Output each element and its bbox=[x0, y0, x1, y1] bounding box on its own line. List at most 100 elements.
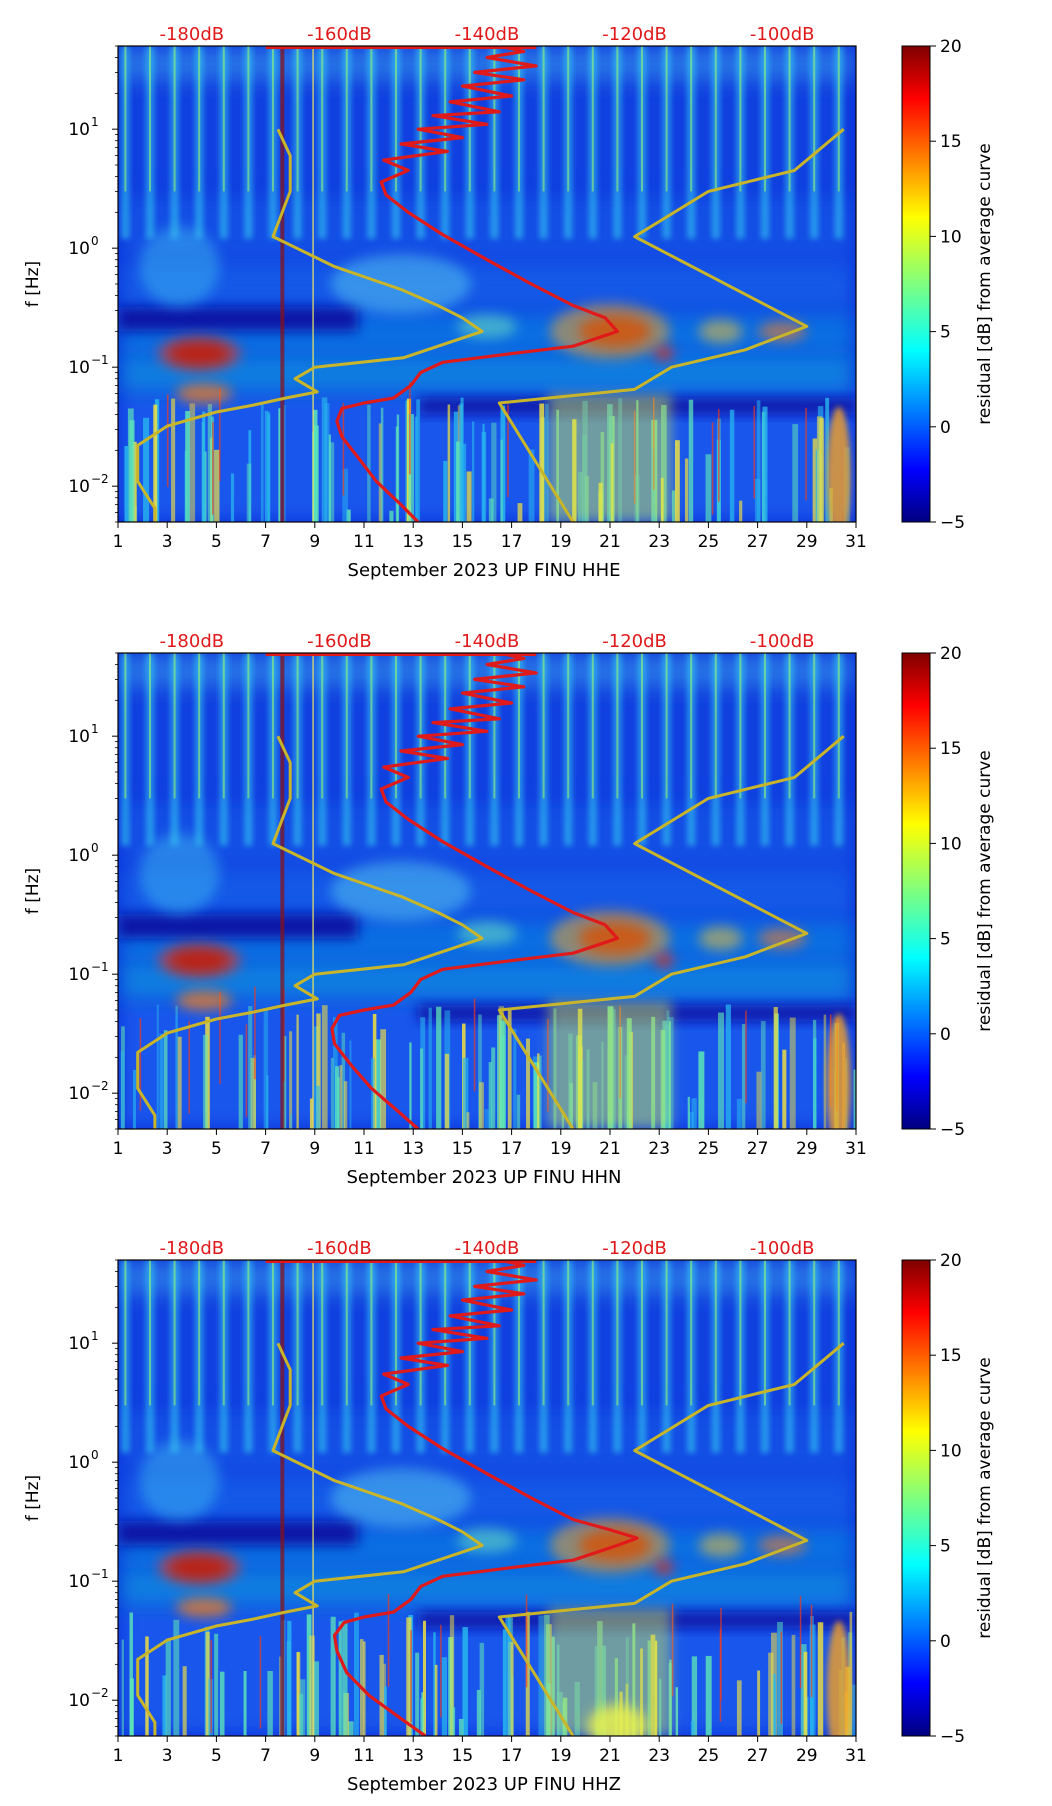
series-line-low-noise-model bbox=[136, 1342, 484, 1736]
colorbar-tick-label: −5 bbox=[940, 513, 965, 533]
colorbar-tick-label: 10 bbox=[940, 834, 962, 854]
x-tick-label: 13 bbox=[402, 1746, 424, 1766]
y-tick-label: 10 bbox=[68, 1084, 90, 1104]
series-line-high-noise-model bbox=[497, 1342, 845, 1736]
x-tick-label: 21 bbox=[599, 1746, 621, 1766]
series-line-high-noise-model bbox=[497, 128, 845, 522]
x-tick-label: 27 bbox=[747, 1139, 769, 1159]
colorbar-tick-label: −5 bbox=[940, 1120, 965, 1140]
x-tick-label: 31 bbox=[845, 1746, 867, 1766]
y-tick-exponent: −1 bbox=[91, 960, 109, 974]
db-scale-label: -160dB bbox=[307, 1238, 372, 1259]
x-axis-label: September 2023 UP FINU HHE bbox=[348, 560, 621, 581]
y-tick-exponent: −2 bbox=[91, 1079, 109, 1093]
y-tick-exponent: −1 bbox=[91, 1567, 109, 1581]
x-tick-label: 15 bbox=[452, 1746, 474, 1766]
x-tick-label: 25 bbox=[698, 1746, 720, 1766]
x-tick-label: 3 bbox=[162, 1746, 173, 1766]
y-tick-label: 10 bbox=[68, 965, 90, 985]
y-tick-exponent: 0 bbox=[91, 841, 99, 855]
series-line-low-noise-model bbox=[136, 735, 484, 1129]
y-axis-label: f [Hz] bbox=[23, 261, 43, 307]
x-tick-label: 5 bbox=[211, 1139, 222, 1159]
colorbar-tick-label: 15 bbox=[940, 132, 962, 152]
x-tick-label: 23 bbox=[648, 1139, 670, 1159]
colorbar-tick-label: 0 bbox=[940, 1632, 951, 1652]
x-tick-label: 21 bbox=[599, 1139, 621, 1159]
x-tick-label: 1 bbox=[113, 1746, 124, 1766]
colorbar-tick-label: 0 bbox=[940, 418, 951, 438]
panel-hhn: f [Hz] September 2023 UP FINU HHN residu… bbox=[23, 631, 995, 1188]
x-tick-label: 31 bbox=[845, 532, 867, 552]
x-tick-label: 3 bbox=[162, 1139, 173, 1159]
x-tick-label: 9 bbox=[309, 1139, 320, 1159]
y-tick-exponent: 0 bbox=[91, 1448, 99, 1462]
db-scale-label: -120dB bbox=[602, 24, 667, 45]
colorbar-tick-label: 5 bbox=[940, 323, 951, 343]
colorbar-tick-label: 5 bbox=[940, 930, 951, 950]
colorbar-label: residual [dB] from average curve bbox=[975, 143, 995, 424]
y-tick-exponent: −2 bbox=[91, 1686, 109, 1700]
db-scale-label: -120dB bbox=[602, 631, 667, 652]
y-tick-label: 10 bbox=[68, 1572, 90, 1592]
y-tick-label: 10 bbox=[68, 1691, 90, 1711]
y-tick-exponent: −2 bbox=[91, 472, 109, 486]
x-tick-label: 7 bbox=[260, 1746, 271, 1766]
colorbar-tick-label: 10 bbox=[940, 1441, 962, 1461]
x-tick-label: 9 bbox=[309, 1746, 320, 1766]
db-scale-label: -120dB bbox=[602, 1238, 667, 1259]
y-tick-exponent: 0 bbox=[91, 234, 99, 248]
series-line-mean-spectrum bbox=[330, 653, 619, 1129]
y-tick-label: 10 bbox=[68, 727, 90, 747]
x-tick-label: 29 bbox=[796, 1139, 818, 1159]
x-tick-label: 17 bbox=[501, 532, 523, 552]
db-scale-label: -140dB bbox=[455, 1238, 520, 1259]
y-tick-label: 10 bbox=[68, 477, 90, 497]
colorbar-label: residual [dB] from average curve bbox=[975, 1357, 995, 1638]
x-tick-label: 13 bbox=[402, 1139, 424, 1159]
db-scale-label: -160dB bbox=[307, 631, 372, 652]
colorbar-tick-label: 20 bbox=[940, 37, 962, 57]
x-tick-label: 5 bbox=[211, 1746, 222, 1766]
spectrogram-image bbox=[118, 1260, 856, 1736]
series-line-mean-spectrum bbox=[335, 46, 619, 522]
y-tick-label: 10 bbox=[68, 239, 90, 259]
colorbar-tick-label: 5 bbox=[940, 1537, 951, 1557]
x-tick-label: 7 bbox=[260, 532, 271, 552]
x-tick-label: 5 bbox=[211, 532, 222, 552]
colorbar-tick-label: 10 bbox=[940, 227, 962, 247]
db-scale-label: -180dB bbox=[159, 631, 224, 652]
colorbar-tick-label: 0 bbox=[940, 1025, 951, 1045]
colorbar-tick-label: 15 bbox=[940, 1346, 962, 1366]
y-tick-label: 10 bbox=[68, 1453, 90, 1473]
x-tick-label: 27 bbox=[747, 1746, 769, 1766]
x-tick-label: 19 bbox=[550, 1139, 572, 1159]
db-scale-label: -100dB bbox=[750, 631, 815, 652]
colorbar-tick-label: −5 bbox=[940, 1727, 965, 1747]
y-tick-exponent: 1 bbox=[91, 1329, 99, 1343]
y-tick-exponent: 1 bbox=[91, 722, 99, 736]
colorbar bbox=[901, 45, 931, 523]
x-tick-label: 11 bbox=[353, 1139, 375, 1159]
y-axis-label: f [Hz] bbox=[23, 1475, 43, 1521]
x-tick-label: 27 bbox=[747, 532, 769, 552]
db-scale-label: -100dB bbox=[750, 1238, 815, 1259]
x-tick-label: 19 bbox=[550, 1746, 572, 1766]
db-scale-label: -160dB bbox=[307, 24, 372, 45]
x-tick-label: 9 bbox=[309, 532, 320, 552]
db-scale-label: -140dB bbox=[455, 24, 520, 45]
x-tick-label: 1 bbox=[113, 1139, 124, 1159]
spectrogram-image bbox=[118, 46, 856, 522]
y-axis-label: f [Hz] bbox=[23, 868, 43, 914]
y-tick-label: 10 bbox=[68, 846, 90, 866]
x-tick-label: 25 bbox=[698, 532, 720, 552]
x-tick-label: 1 bbox=[113, 532, 124, 552]
x-axis-label: September 2023 UP FINU HHZ bbox=[347, 1774, 621, 1795]
x-tick-label: 15 bbox=[452, 532, 474, 552]
spectrogram-image bbox=[118, 653, 856, 1129]
y-tick-label: 10 bbox=[68, 120, 90, 140]
db-scale-label: -180dB bbox=[159, 1238, 224, 1259]
x-tick-label: 23 bbox=[648, 532, 670, 552]
x-tick-label: 17 bbox=[501, 1746, 523, 1766]
